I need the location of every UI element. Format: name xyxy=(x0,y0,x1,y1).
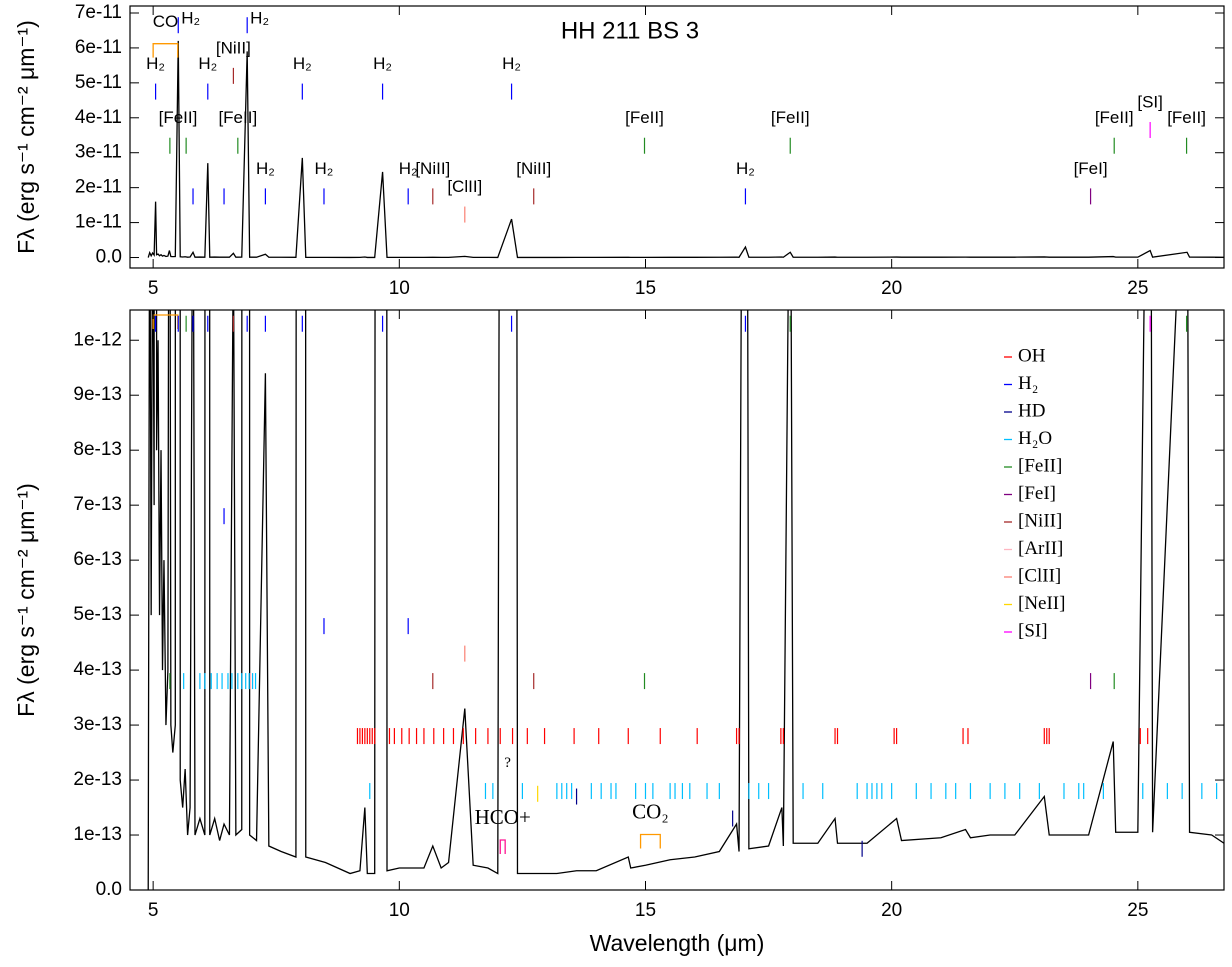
line-id-label: H₂ xyxy=(256,159,275,178)
x-tick-label: 15 xyxy=(635,900,656,921)
line-id-label: [FeII] xyxy=(771,108,810,127)
legend-label: H₂O xyxy=(1018,428,1052,449)
line-id-label: H₂ xyxy=(315,159,334,178)
plot-frame xyxy=(129,5,1225,269)
x-tick-label: 25 xyxy=(1127,278,1148,299)
y-tick-label: 5e-11 xyxy=(75,72,122,93)
legend-label: H₂ xyxy=(1018,373,1038,394)
chart-title: HH 211 BS 3 xyxy=(561,17,699,44)
line-id-label: [FeI] xyxy=(1074,159,1108,178)
line-id-bracket xyxy=(152,43,179,58)
line-id-label: H₂ xyxy=(146,54,165,73)
line-id-label: CO₂ xyxy=(632,799,669,823)
legend-label: [NiII] xyxy=(1018,510,1062,531)
line-id-label: [FeII] xyxy=(1167,108,1206,127)
y-axis-title: Fλ (erg s⁻¹ cm⁻² μm⁻¹) xyxy=(13,483,39,717)
y-tick-label: 0.0 xyxy=(96,879,122,900)
line-id-label: HCO+ xyxy=(475,805,531,829)
legend-label: [NeII] xyxy=(1018,593,1065,614)
x-tick-label: 5 xyxy=(148,900,159,921)
line-id-label: [FeII] xyxy=(159,108,198,127)
y-tick-label: 2e-13 xyxy=(73,769,122,790)
line-id-label: [FeII] xyxy=(218,108,257,127)
line-id-label: [ClII] xyxy=(447,177,482,196)
line-id-label: [NiII] xyxy=(415,159,450,178)
line-id-label: H₂ xyxy=(293,54,312,73)
y-tick-label: 6e-13 xyxy=(73,549,122,570)
y-tick-label: 4e-13 xyxy=(73,659,122,680)
y-tick-label: 6e-11 xyxy=(75,37,122,58)
y-tick-label: 2e-11 xyxy=(75,177,122,198)
legend-label: OH xyxy=(1018,345,1046,366)
note: ? xyxy=(504,755,511,771)
spectrum-line xyxy=(147,40,1224,259)
x-tick-label: 10 xyxy=(389,900,410,921)
line-id-bracket xyxy=(499,839,506,855)
y-tick-label: 4e-11 xyxy=(75,107,122,128)
line-id-label: H₂ xyxy=(502,54,521,73)
y-tick-label: 8e-13 xyxy=(73,439,122,460)
plot-area xyxy=(147,310,1224,890)
line-id-label: [FeII] xyxy=(1095,108,1134,127)
line-id-label: H₂ xyxy=(181,9,200,28)
legend-label: [FeII] xyxy=(1018,455,1062,476)
x-tick-label: 15 xyxy=(635,278,656,299)
line-id-label: [FeII] xyxy=(625,108,664,127)
y-tick-label: 9e-13 xyxy=(73,384,122,405)
y-tick-label: 1e-11 xyxy=(75,212,122,233)
line-id-label: [NiII] xyxy=(516,159,551,178)
plot-area xyxy=(147,17,1224,259)
line-id-label: H₂ xyxy=(399,159,418,178)
y-tick-label: 5e-13 xyxy=(73,604,122,625)
plot-frame xyxy=(129,309,1225,891)
line-id-label: [SI] xyxy=(1137,92,1163,111)
legend-label: [SI] xyxy=(1018,620,1048,641)
y-tick-label: 7e-11 xyxy=(75,2,122,23)
line-id-label: H₂ xyxy=(736,159,755,178)
y-tick-label: 3e-13 xyxy=(73,714,122,735)
x-tick-label: 20 xyxy=(881,278,902,299)
y-axis-title: Fλ (erg s⁻¹ cm⁻² μm⁻¹) xyxy=(13,20,39,254)
y-tick-label: 1e-13 xyxy=(73,824,122,845)
y-tick-label: 1e-12 xyxy=(73,329,122,350)
x-tick-label: 10 xyxy=(389,278,410,299)
legend-label: [ClII] xyxy=(1018,565,1061,586)
line-id-label: [NiII] xyxy=(216,38,251,57)
line-id-label: H₂ xyxy=(250,9,269,28)
spectrum-line xyxy=(147,310,1224,890)
line-id-label: H₂ xyxy=(198,54,217,73)
legend-label: HD xyxy=(1018,400,1045,421)
legend-label: [ArII] xyxy=(1018,538,1063,559)
x-tick-label: 20 xyxy=(881,900,902,921)
y-tick-label: 7e-13 xyxy=(73,494,122,515)
legend-label: [FeI] xyxy=(1018,483,1056,504)
x-axis-title: Wavelength (μm) xyxy=(590,930,765,956)
line-id-bracket xyxy=(639,833,661,849)
y-tick-label: 3e-11 xyxy=(75,142,122,163)
x-tick-label: 25 xyxy=(1127,900,1148,921)
line-id-label: CO xyxy=(153,12,179,31)
x-tick-label: 5 xyxy=(148,278,159,299)
y-tick-label: 0.0 xyxy=(96,247,122,268)
line-id-label: H₂ xyxy=(373,54,392,73)
